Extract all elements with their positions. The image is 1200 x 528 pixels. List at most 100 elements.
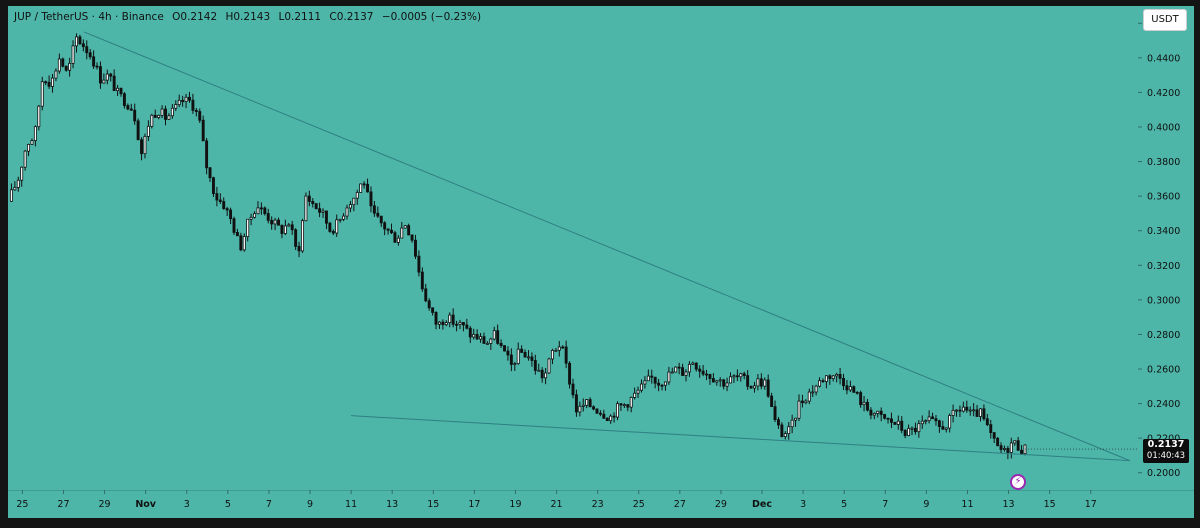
price-axis[interactable] [1138,6,1194,490]
candle-up [1013,440,1017,444]
candle-down [746,375,750,387]
candle-down [61,58,65,67]
candle-up [550,350,554,360]
candle-down [407,225,411,236]
candle-down [297,245,301,252]
lightning-icon[interactable]: ⚡ [1010,474,1026,490]
price-tick-label: 0.4400 [1147,53,1180,64]
time-tick-label: 21 [551,499,563,510]
candle-down [88,52,92,58]
candle-up [920,420,924,425]
candle-down [568,362,572,385]
candle-up [763,379,767,387]
candle-up [253,213,257,218]
candle-down [136,120,140,141]
candle-down [331,231,335,234]
time-tick-label: Dec [752,499,772,510]
candle-down [81,43,85,48]
candle-up [729,376,732,384]
candle-down [191,99,195,111]
candle-down [602,413,606,419]
candle-up [71,45,75,64]
candle-up [732,375,736,378]
candle-up [437,321,441,325]
candle-down [393,232,397,243]
candle-down [379,215,383,224]
candle-up [174,104,178,109]
time-tick-label: 11 [345,499,357,510]
candle-down [592,406,596,410]
candle-up [687,363,691,373]
candle-up [75,36,78,47]
candle-down [441,321,445,326]
candle-up [557,346,561,351]
candle-down [427,300,431,309]
candle-up [616,403,619,418]
candle-up [718,379,722,382]
candle-up [927,416,931,422]
price-tick-label: 0.3000 [1147,295,1180,306]
candle-down [701,370,705,375]
candle-down [324,210,328,224]
candle-down [866,401,869,411]
candle-down [889,418,893,423]
candle-down [318,208,322,213]
candle-up [578,405,582,413]
candle-down [941,426,945,430]
symbol-legend: JUP / TetherUS · 4h · Binance O0.2142 H0… [14,11,486,23]
bar-countdown: 01:40:43 [1146,451,1186,461]
candle-up [458,322,462,325]
candle-down [225,208,229,211]
candle-down [414,239,417,257]
candle-down [653,376,657,384]
candle-down [369,191,373,207]
candle-up [403,225,407,229]
candle-up [1002,448,1006,450]
close-value: C0.2137 [329,11,374,23]
candle-up [811,391,815,394]
candle-down [390,229,393,234]
time-tick-label: 9 [923,499,929,510]
candle-down [290,224,294,231]
candle-down [893,421,897,425]
candle-down [773,406,777,421]
candle-up [472,334,476,338]
last-price-tag: 0.2137 01:40:43 [1143,439,1189,463]
candle-down [821,380,825,383]
candle-down [188,96,191,101]
candle-down [677,366,681,369]
candle-down [109,73,113,77]
candle-up [787,426,791,434]
candle-down [900,420,904,431]
candle-up [485,343,489,345]
candle-down [277,219,280,226]
time-tick-label: 3 [184,499,190,510]
candle-up [27,144,31,152]
candle-down [838,373,842,379]
currency-button[interactable]: USDT [1143,9,1187,31]
candle-down [523,352,527,358]
high-value: H0.2143 [225,11,271,23]
candle-down [879,410,883,415]
candle-down [218,199,222,202]
candle-down [588,399,592,408]
candle-down [999,445,1003,450]
candle-down [530,356,534,361]
candle-down [239,235,243,251]
candle-down [595,408,599,414]
candle-down [328,222,332,232]
symbol-label[interactable]: JUP / TetherUS · 4h · Binance [14,11,164,23]
time-tick-label: 3 [800,499,806,510]
candle-down [770,395,774,407]
candle-down [626,404,630,408]
candle-up [670,371,674,374]
candle-down [98,66,102,84]
chart-plot-area[interactable] [8,6,1138,490]
candle-up [448,314,452,323]
candle-down [78,36,82,45]
time-axis[interactable] [8,490,1138,518]
candle-up [20,166,24,181]
candle-down [92,56,96,67]
candle-down [574,394,578,413]
candle-down [1020,449,1024,455]
